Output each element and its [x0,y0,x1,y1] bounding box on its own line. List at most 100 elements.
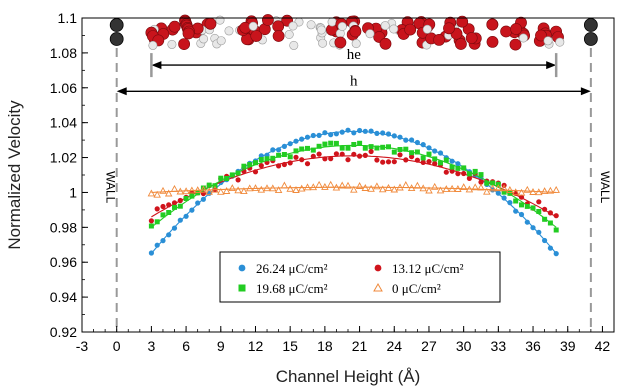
data-point [547,220,553,226]
data-point [188,186,196,194]
molecule [272,30,285,42]
data-point [426,145,432,151]
data-point [397,147,403,152]
data-point [281,143,287,149]
wall-atom [583,18,598,32]
legend-marker [374,264,382,272]
data-point [403,137,409,143]
data-point [299,146,305,152]
data-point [177,217,183,223]
data-point [345,157,351,163]
molecule [465,32,478,44]
data-point [409,154,415,160]
data-point [293,154,299,160]
molecule [454,38,467,50]
data-point [524,203,530,209]
data-point [328,132,334,138]
molecule [224,26,234,36]
data-point [426,159,432,165]
molecule [334,36,347,49]
y-tick-label: 0.94 [50,289,77,305]
data-point [182,187,190,195]
data-point [518,211,525,218]
data-point [430,182,439,190]
data-point [339,129,345,135]
data-point [362,145,368,151]
legend-label: 19.68 μC/cm² [256,281,328,296]
x-tick-label: 0 [113,338,121,354]
data-point [333,140,339,146]
data-point [374,130,380,136]
y-tick-label: 1 [69,184,77,200]
data-point [530,225,536,231]
data-point [466,171,472,177]
data-point [310,132,316,139]
data-point [513,198,519,204]
data-point [403,157,409,163]
legend-marker [238,264,246,272]
molecule [215,15,225,25]
data-point [432,156,438,162]
data-point [195,200,201,206]
data-point [459,183,468,191]
molecule [289,40,299,50]
data-point [385,159,392,165]
data-point [200,185,206,191]
molecule [535,29,547,42]
x-tick-label: 12 [248,338,264,354]
data-point [454,185,462,192]
data-point [438,160,443,166]
data-point [374,157,380,163]
data-point [367,184,375,192]
series-triangle [147,180,560,198]
x-tick-label: -3 [76,338,89,354]
data-point [351,142,357,147]
data-point [500,184,508,192]
y-ticks: 0.92 0.94 0.96 0.98 1 1.02 1.04 1.06 1.08 1.1 [50,10,88,340]
data-point [241,163,247,169]
data-point [420,159,426,165]
data-point [507,200,513,206]
data-point [501,189,507,195]
data-point [465,185,474,193]
y-axis-title: Normalized Velocity [5,100,24,250]
y-tick-label: 1.08 [50,45,77,61]
data-point [258,157,264,162]
data-point [420,142,426,148]
data-point [391,133,397,139]
data-point [339,145,345,151]
data-point [287,154,293,160]
data-point [310,147,316,153]
x-tick-label: 39 [560,338,576,354]
x-tick-label: 21 [352,338,368,354]
data-point [536,209,542,214]
data-point [171,200,178,206]
data-point [154,206,160,212]
data-point [333,131,339,137]
data-point [339,151,345,157]
molecule [250,30,263,42]
data-point [258,163,264,169]
data-point [443,157,449,163]
data-point [309,183,318,191]
data-point [420,155,426,161]
data-point [448,184,456,192]
data-point [253,160,258,166]
data-point [345,145,351,151]
data-point [177,203,183,209]
data-point [270,155,276,161]
data-point [529,188,537,195]
molecule [380,21,390,31]
y-tick-label: 1.06 [50,80,77,96]
data-point [322,156,328,162]
data-point [490,180,496,186]
data-point [200,196,206,202]
molecule [204,17,217,30]
data-point [166,202,172,208]
molecule [288,21,298,31]
arrowhead-left [151,61,162,70]
data-point [511,188,520,196]
x-tick-label: 27 [421,338,437,354]
data-point [535,188,543,196]
data-point [148,223,154,229]
